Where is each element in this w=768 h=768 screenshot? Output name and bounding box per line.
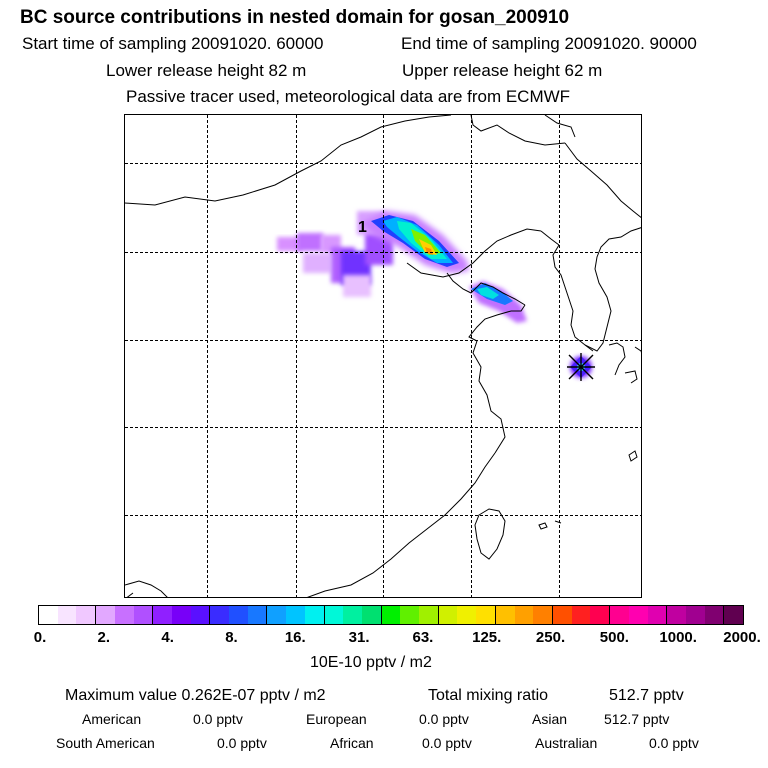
colorbar-segment	[457, 606, 477, 624]
colorbar-segment	[685, 606, 705, 624]
colorbar-segment	[514, 606, 534, 624]
colorbar-segment	[153, 606, 172, 624]
colorbar-segment	[247, 606, 268, 624]
plot-title: BC source contributions in nested domain…	[20, 7, 570, 28]
colorbar-segment	[590, 606, 611, 624]
colorbar-segment	[171, 606, 191, 624]
colorbar-segment	[190, 606, 211, 624]
colorbar-segment	[571, 606, 591, 624]
gosan-station-marker	[567, 353, 595, 381]
map-canvas: 1	[125, 115, 641, 597]
colorbar-segment	[133, 606, 154, 624]
colorbar-tick-label: 500.	[599, 629, 629, 646]
australian-label: Australian	[535, 735, 598, 751]
colorbar-segment	[57, 606, 77, 624]
european-value: 0.0 pptv	[419, 711, 469, 727]
colorbar-segment	[39, 606, 58, 624]
colorbar-segment	[533, 606, 553, 624]
south-american-label: South American	[56, 735, 155, 751]
colorbar-unit: 10E-10 pptv / m2	[310, 654, 432, 671]
colorbar-segment	[400, 606, 420, 624]
colorbar-tick-label: 2.	[97, 629, 111, 646]
african-value: 0.0 pptv	[422, 735, 472, 751]
colorbar-segment	[343, 606, 362, 624]
coastlines	[125, 115, 641, 597]
total-mixing-label: Total mixing ratio	[428, 687, 549, 704]
total-mixing-value: 512.7 pptv	[609, 687, 684, 704]
map-panel: 1	[124, 114, 642, 598]
colorbar-tick-label: 31.	[348, 629, 370, 646]
colorbar-tick-label: 125.	[472, 629, 502, 646]
colorbar-segment	[628, 606, 648, 624]
african-label: African	[330, 735, 374, 751]
colorbar-segment	[724, 606, 744, 624]
colorbar-tick-label: 0.	[33, 629, 47, 646]
european-label: European	[306, 711, 367, 727]
colorbar-segment	[419, 606, 439, 624]
colorbar-tick-label: 250.	[535, 629, 566, 646]
american-label: American	[82, 711, 142, 727]
tracer-note-text: Passive tracer used, meteorological data…	[126, 87, 571, 106]
colorbar-segment	[610, 606, 629, 624]
plume-east	[469, 281, 527, 323]
colorbar-tick-label: 1000.	[659, 629, 697, 646]
colorbar-segment	[647, 606, 668, 624]
upper-release-text: Upper release height 62 m	[402, 61, 603, 80]
lower-release-text: Lower release height 82 m	[106, 61, 307, 80]
colorbar-segment	[210, 606, 230, 624]
start-sampling-text: Start time of sampling 20091020. 60000	[22, 34, 324, 53]
plume-main: 1	[358, 211, 469, 273]
colorbar-segment	[286, 606, 305, 624]
colorbar-segment	[96, 606, 115, 624]
colorbar-segment	[229, 606, 248, 624]
colorbar-segment	[304, 606, 325, 624]
colorbar-segment	[114, 606, 134, 624]
american-value: 0.0 pptv	[193, 711, 243, 727]
colorbar-segment	[552, 606, 572, 624]
maximum-value-text: Maximum value 0.262E-07 pptv / m2	[65, 687, 326, 704]
colorbar-segment	[704, 606, 725, 624]
asian-value: 512.7 pptv	[604, 711, 670, 727]
colorbar-segment	[267, 606, 287, 624]
colorbar-tick-label: 16.	[284, 629, 306, 646]
colorbar-tick-label: 4.	[161, 629, 174, 646]
contour-label: 1	[358, 219, 367, 236]
south-american-value: 0.0 pptv	[217, 735, 267, 751]
australian-value: 0.0 pptv	[649, 735, 699, 751]
colorbar-segment	[476, 606, 496, 624]
colorbar-segment	[667, 606, 686, 624]
colorbar-segment	[361, 606, 382, 624]
colorbar-segment	[381, 606, 401, 624]
lat-lon-grid	[125, 115, 641, 597]
colorbar-tick-label: 2000.	[723, 629, 761, 646]
colorbar	[38, 605, 744, 625]
colorbar-segment	[438, 606, 458, 624]
colorbar-segment	[76, 606, 97, 624]
asian-label: Asian	[532, 711, 568, 727]
colorbar-segment	[324, 606, 344, 624]
colorbar-tick-label: 63.	[412, 629, 434, 646]
colorbar-tick-label: 8.	[225, 629, 238, 646]
end-sampling-text: End time of sampling 20091020. 90000	[401, 34, 697, 53]
colorbar-segment	[495, 606, 515, 624]
